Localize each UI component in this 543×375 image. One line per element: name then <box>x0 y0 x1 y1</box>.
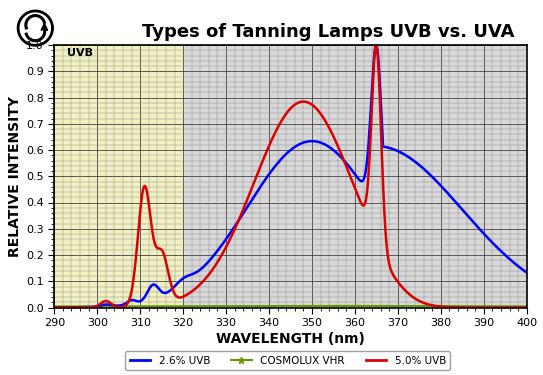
Legend: 2.6% UVB, COSMOLUX VHR, 5.0% UVB: 2.6% UVB, COSMOLUX VHR, 5.0% UVB <box>125 351 450 370</box>
Y-axis label: RELATIVE INTENSITY: RELATIVE INTENSITY <box>8 96 22 257</box>
Title: Types of Tanning Lamps UVB vs. UVA: Types of Tanning Lamps UVB vs. UVA <box>142 22 514 40</box>
Text: UVB: UVB <box>67 48 93 57</box>
Bar <box>54 45 183 308</box>
X-axis label: WAVELENGTH (nm): WAVELENGTH (nm) <box>216 332 365 346</box>
